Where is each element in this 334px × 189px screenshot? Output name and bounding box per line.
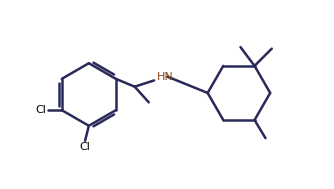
Text: HN: HN — [157, 72, 173, 82]
Text: Cl: Cl — [35, 105, 46, 115]
Text: Cl: Cl — [79, 142, 91, 152]
